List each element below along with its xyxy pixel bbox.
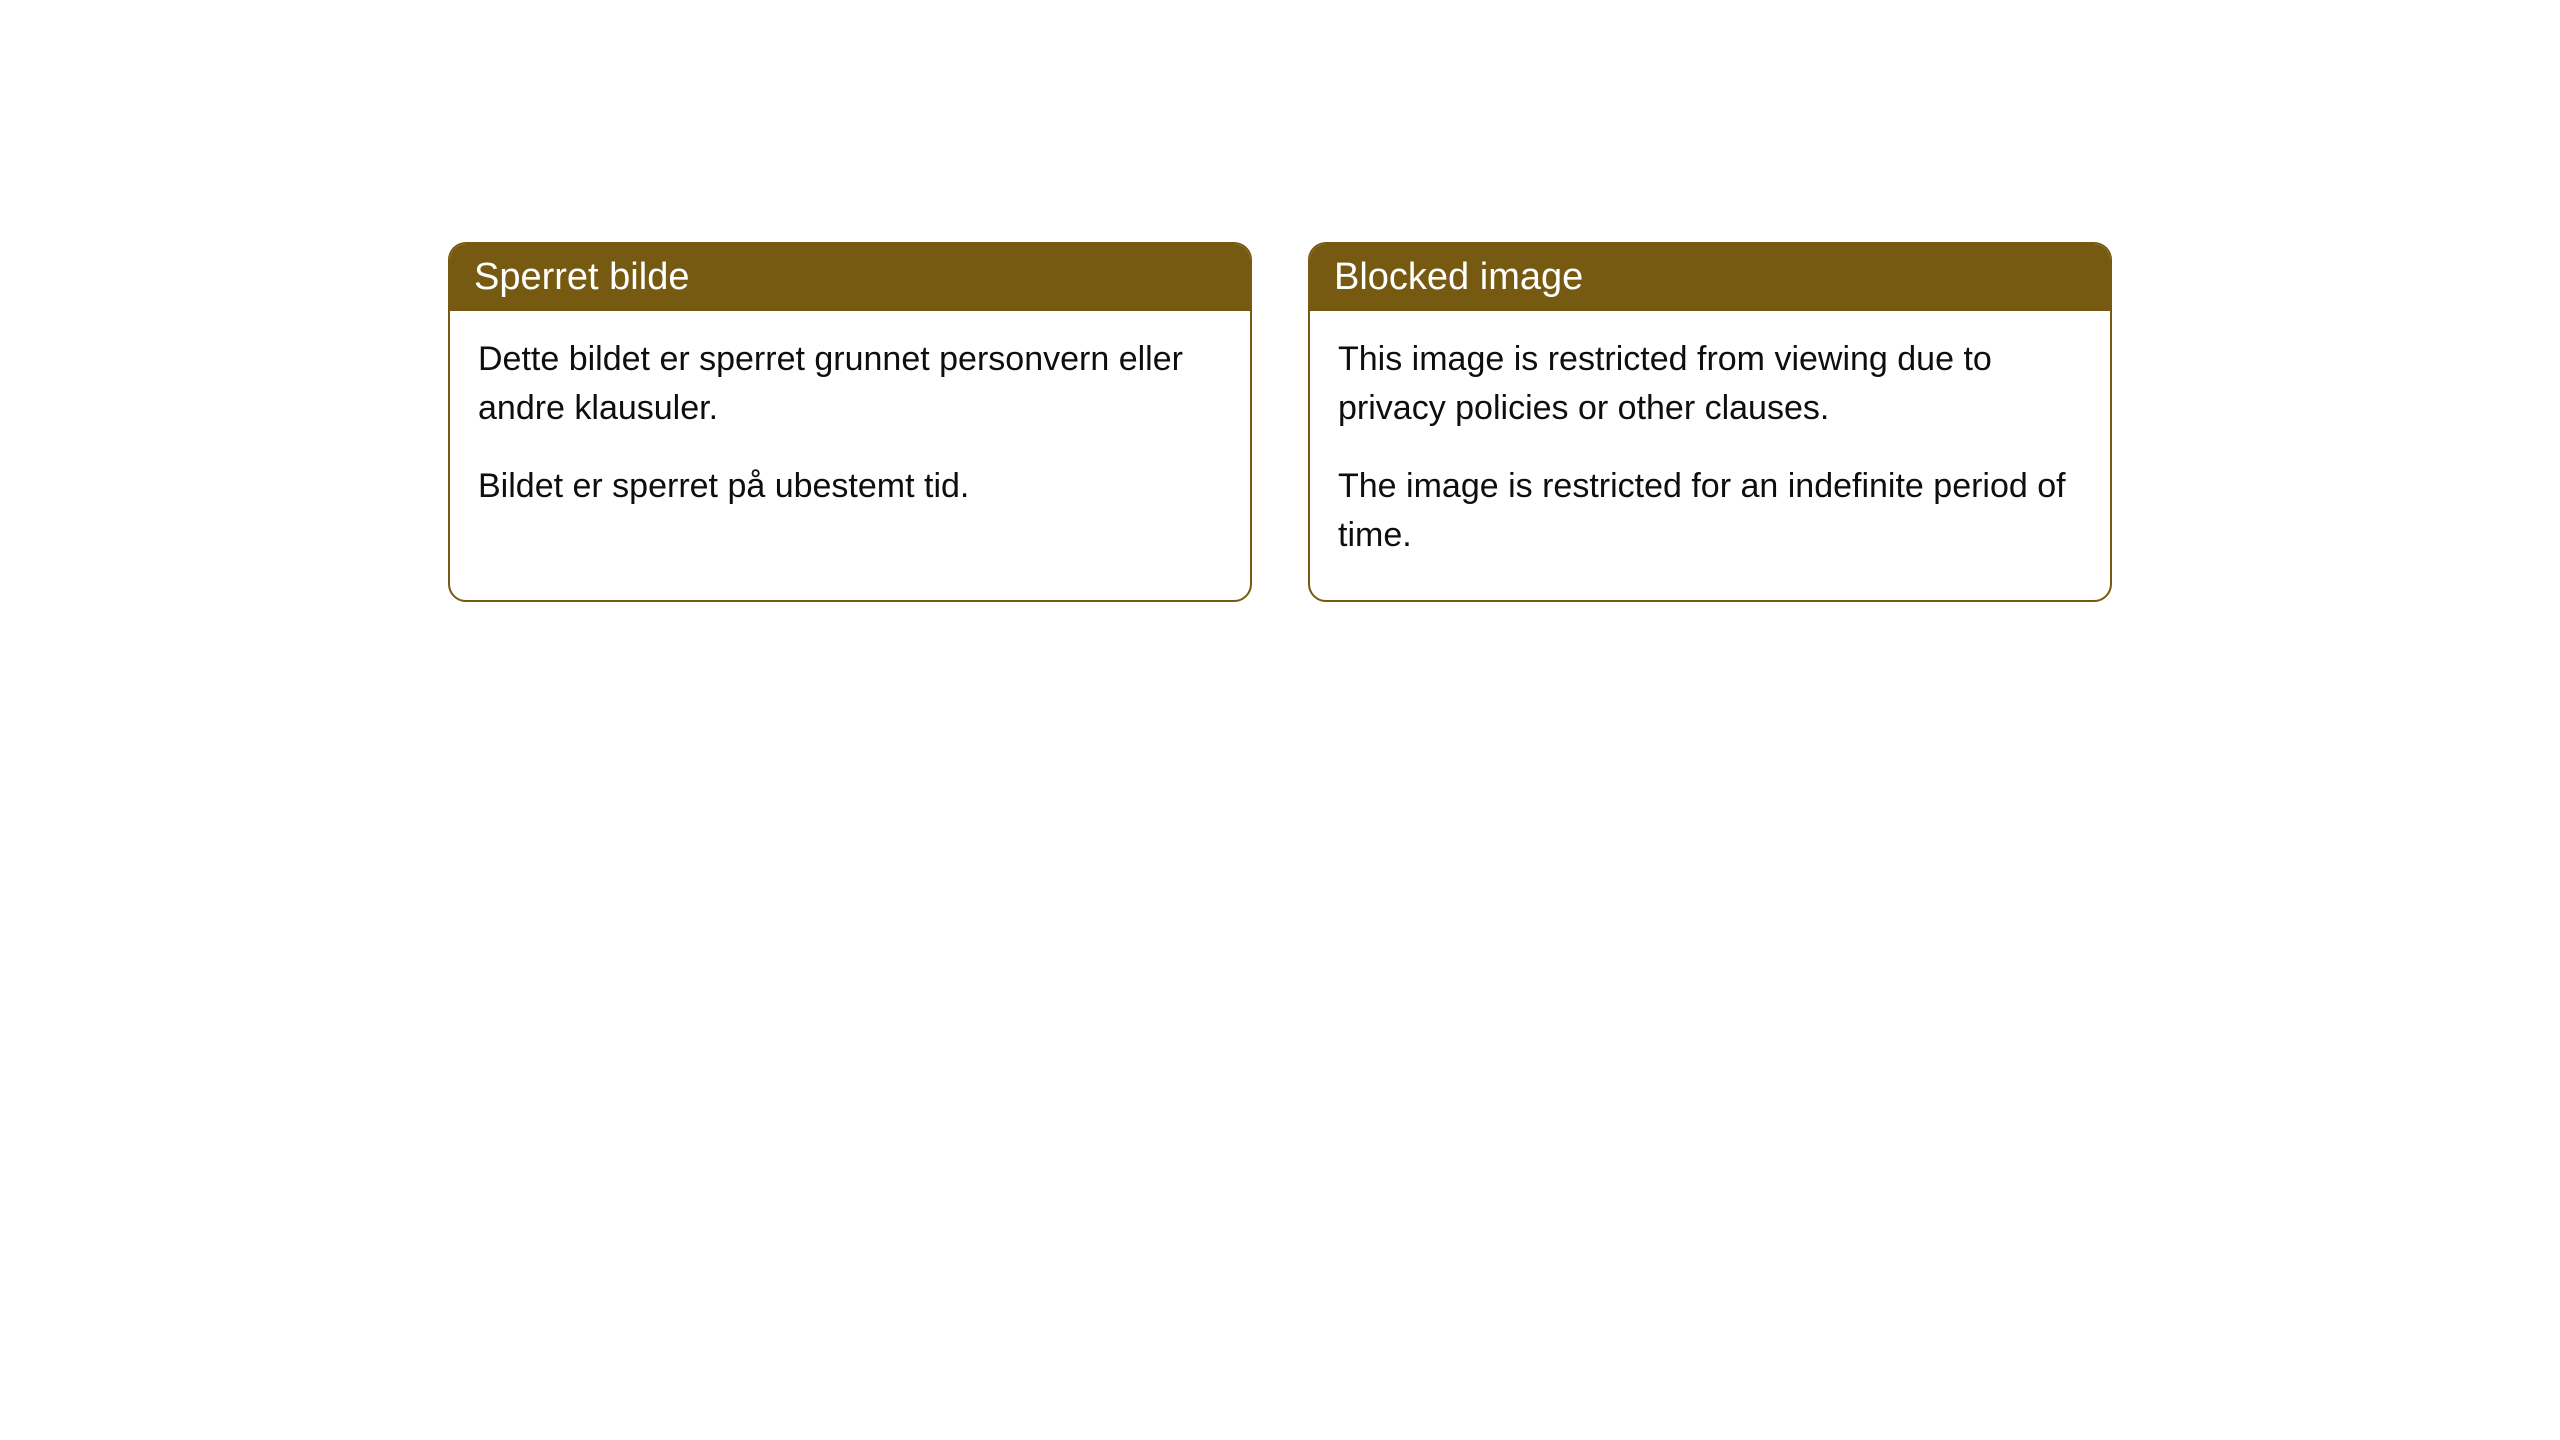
card-paragraph-1-no: Dette bildet er sperret grunnet personve… [478, 335, 1222, 434]
blocked-image-card-en: Blocked image This image is restricted f… [1308, 242, 2112, 602]
card-title-en: Blocked image [1334, 256, 1583, 298]
card-header-en: Blocked image [1310, 244, 2110, 311]
card-header-no: Sperret bilde [450, 244, 1250, 311]
card-title-no: Sperret bilde [474, 256, 689, 298]
card-body-en: This image is restricted from viewing du… [1310, 311, 2110, 600]
card-body-no: Dette bildet er sperret grunnet personve… [450, 311, 1250, 551]
cards-container: Sperret bilde Dette bildet er sperret gr… [448, 242, 2112, 602]
blocked-image-card-no: Sperret bilde Dette bildet er sperret gr… [448, 242, 1252, 602]
card-paragraph-1-en: This image is restricted from viewing du… [1338, 335, 2082, 434]
card-paragraph-2-no: Bildet er sperret på ubestemt tid. [478, 462, 1222, 511]
card-paragraph-2-en: The image is restricted for an indefinit… [1338, 462, 2082, 561]
